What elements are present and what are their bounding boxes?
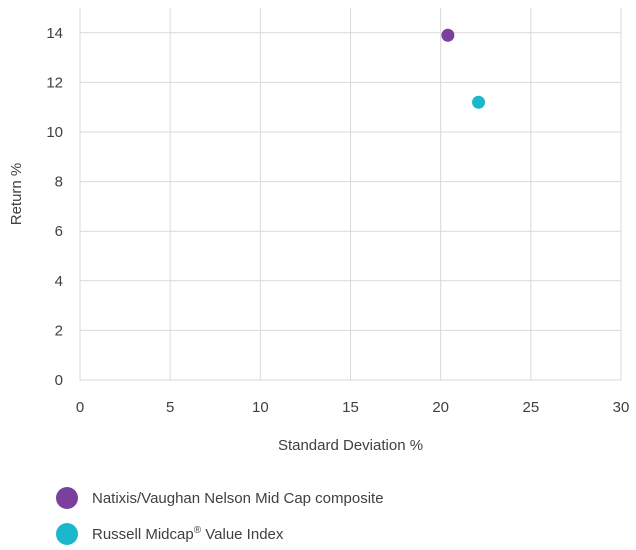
y-tick-label-8: 8 [55, 174, 63, 191]
data-point-series-0-0 [441, 28, 455, 42]
legend-item-index: Russell Midcap® Value Index [56, 520, 616, 548]
data-points [441, 28, 486, 109]
legend: Natixis/Vaughan Nelson Mid Cap composite… [56, 484, 616, 550]
x-tick-label-15: 15 [342, 399, 359, 416]
legend-swatch-index [56, 523, 78, 545]
x-tick-label-30: 30 [613, 399, 630, 416]
y-tick-label-6: 6 [55, 223, 63, 240]
data-point-series-1-0 [472, 95, 486, 109]
x-tick-label-0: 0 [76, 399, 84, 416]
legend-label-index: Russell Midcap® Value Index [92, 525, 284, 543]
x-tick-label-10: 10 [252, 399, 269, 416]
legend-swatch-composite [56, 487, 78, 509]
y-tick-label-14: 14 [46, 25, 63, 42]
legend-label-composite: Natixis/Vaughan Nelson Mid Cap composite [92, 490, 384, 507]
y-tick-label-10: 10 [46, 124, 63, 141]
grid-layer [79, 8, 622, 381]
y-tick-label-4: 4 [55, 273, 63, 290]
y-tick-label-0: 0 [55, 372, 63, 389]
legend-item-composite: Natixis/Vaughan Nelson Mid Cap composite [56, 484, 616, 512]
x-tick-label-20: 20 [432, 399, 449, 416]
y-tick-labels: 0 2 4 6 8 10 12 14 [46, 25, 63, 389]
y-tick-label-12: 12 [46, 74, 63, 91]
y-tick-label-2: 2 [55, 322, 63, 339]
x-tick-label-25: 25 [522, 399, 539, 416]
x-tick-label-5: 5 [166, 399, 174, 416]
y-axis-title: Return % [8, 163, 25, 226]
x-tick-labels: 0 5 10 15 20 25 30 [76, 399, 630, 416]
x-axis-title: Standard Deviation % [278, 437, 423, 454]
